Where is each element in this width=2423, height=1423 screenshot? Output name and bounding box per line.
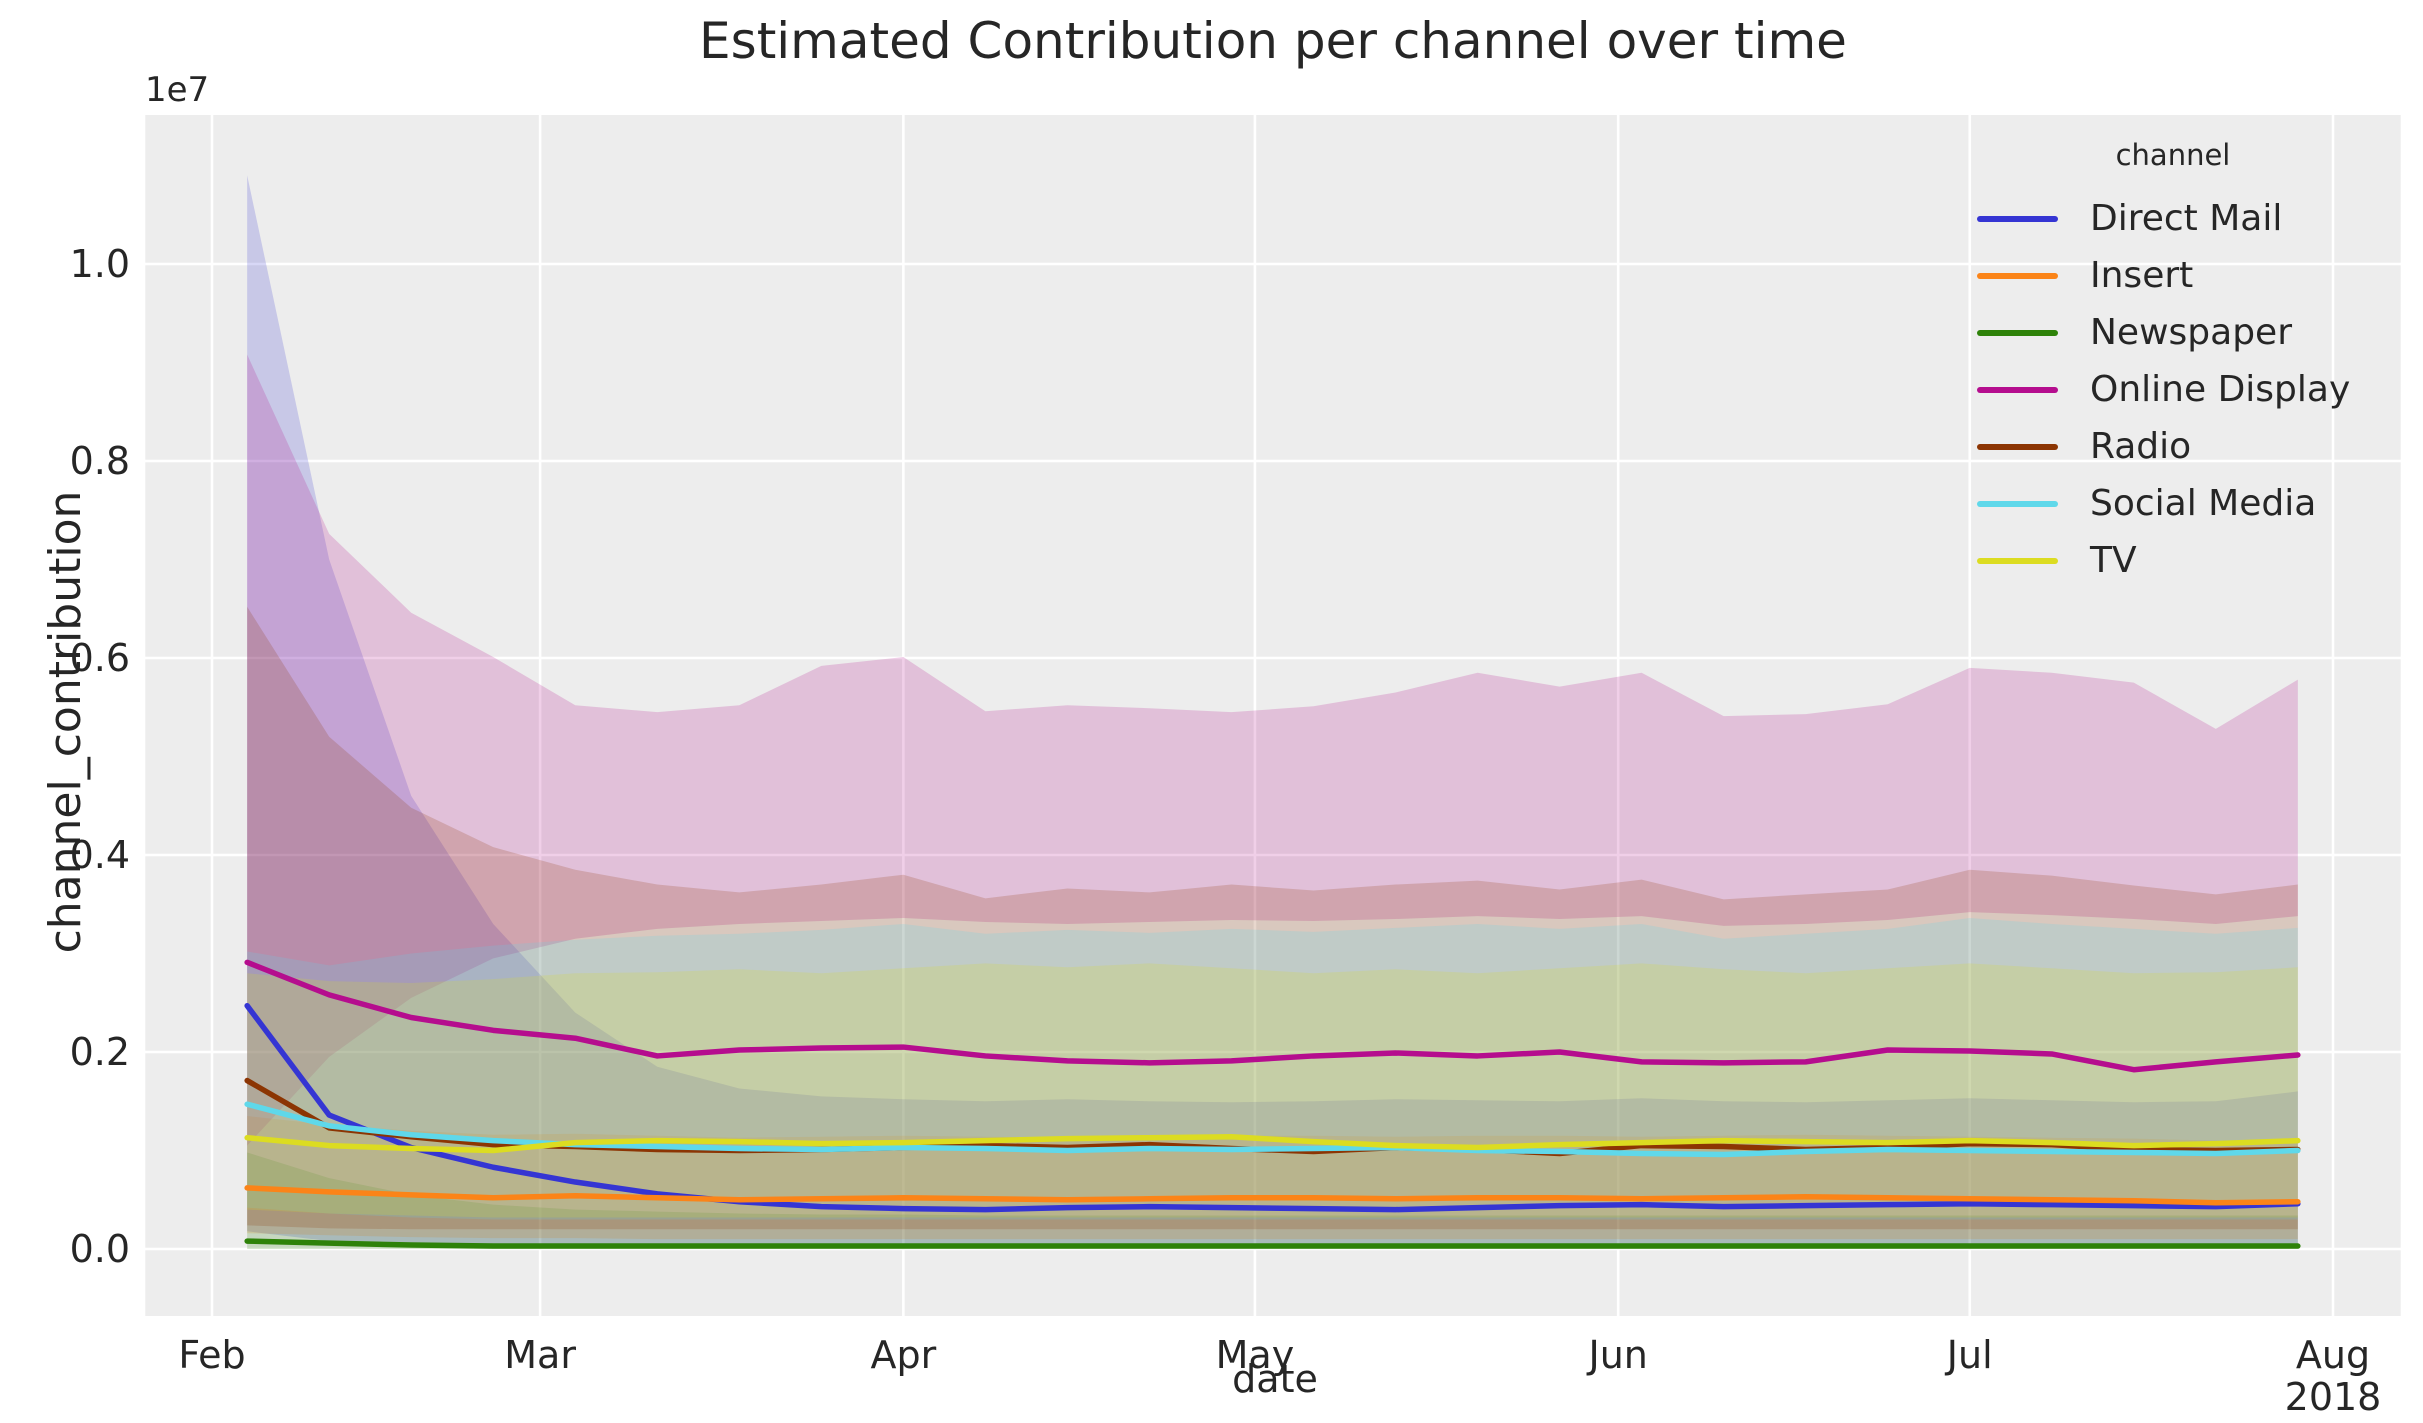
legend-label-social-media: Social Media <box>2090 483 2317 524</box>
x-axis-year-label: 2018 <box>2284 1375 2382 1419</box>
legend-swatch-social-media-icon <box>1977 500 2058 507</box>
legend-label-online-display: Online Display <box>2090 369 2351 410</box>
x-tick-mar: Mar <box>504 1333 576 1377</box>
x-tick-jun: Jun <box>1588 1333 1648 1377</box>
y-axis-label: channel_contribution <box>40 490 91 954</box>
legend-label-insert: Insert <box>2090 255 2194 296</box>
legend-swatch-online-display-icon <box>1977 386 2058 393</box>
legend-swatch-insert-icon <box>1977 272 2058 279</box>
legend-entry-insert: Insert <box>1977 247 2397 304</box>
legend-label-radio: Radio <box>2090 426 2192 467</box>
y-tick-0.6: 0.6 <box>69 636 130 680</box>
legend-label-newspaper: Newspaper <box>2090 312 2292 353</box>
x-tick-aug: Aug <box>2295 1333 2371 1377</box>
x-tick-feb: Feb <box>178 1333 246 1377</box>
legend-entry-tv: TV <box>1977 532 2397 589</box>
legend-label-direct-mail: Direct Mail <box>2090 198 2283 239</box>
x-tick-may: May <box>1215 1333 1295 1377</box>
x-tick-jul: Jul <box>1946 1333 1993 1377</box>
legend-entry-newspaper: Newspaper <box>1977 304 2397 361</box>
legend-entry-radio: Radio <box>1977 418 2397 475</box>
chart-title: Estimated Contribution per channel over … <box>699 12 1847 70</box>
y-tick-0.8: 0.8 <box>69 439 130 483</box>
x-axis-label: date <box>1232 1357 1318 1401</box>
y-axis-offset-label: 1e7 <box>145 70 210 110</box>
legend-swatch-newspaper-icon <box>1977 329 2058 336</box>
legend-swatch-radio-icon <box>1977 443 2058 450</box>
legend-swatch-tv-icon <box>1977 557 2058 564</box>
x-tick-apr: Apr <box>870 1333 937 1377</box>
y-tick-1.0: 1.0 <box>69 242 130 286</box>
legend-title: channel <box>2115 138 2231 172</box>
y-tick-0.4: 0.4 <box>69 833 130 877</box>
y-tick-0.2: 0.2 <box>69 1030 130 1074</box>
legend-entry-online-display: Online Display <box>1977 361 2397 418</box>
legend-entry-social-media: Social Media <box>1977 475 2397 532</box>
legend-entry-direct-mail: Direct Mail <box>1977 190 2397 247</box>
y-tick-0.0: 0.0 <box>69 1227 130 1271</box>
legend-label-tv: TV <box>2090 540 2137 581</box>
legend-swatch-direct-mail-icon <box>1977 215 2058 222</box>
legend: channel Direct Mail Insert Newspaper Onl… <box>1977 138 2397 589</box>
